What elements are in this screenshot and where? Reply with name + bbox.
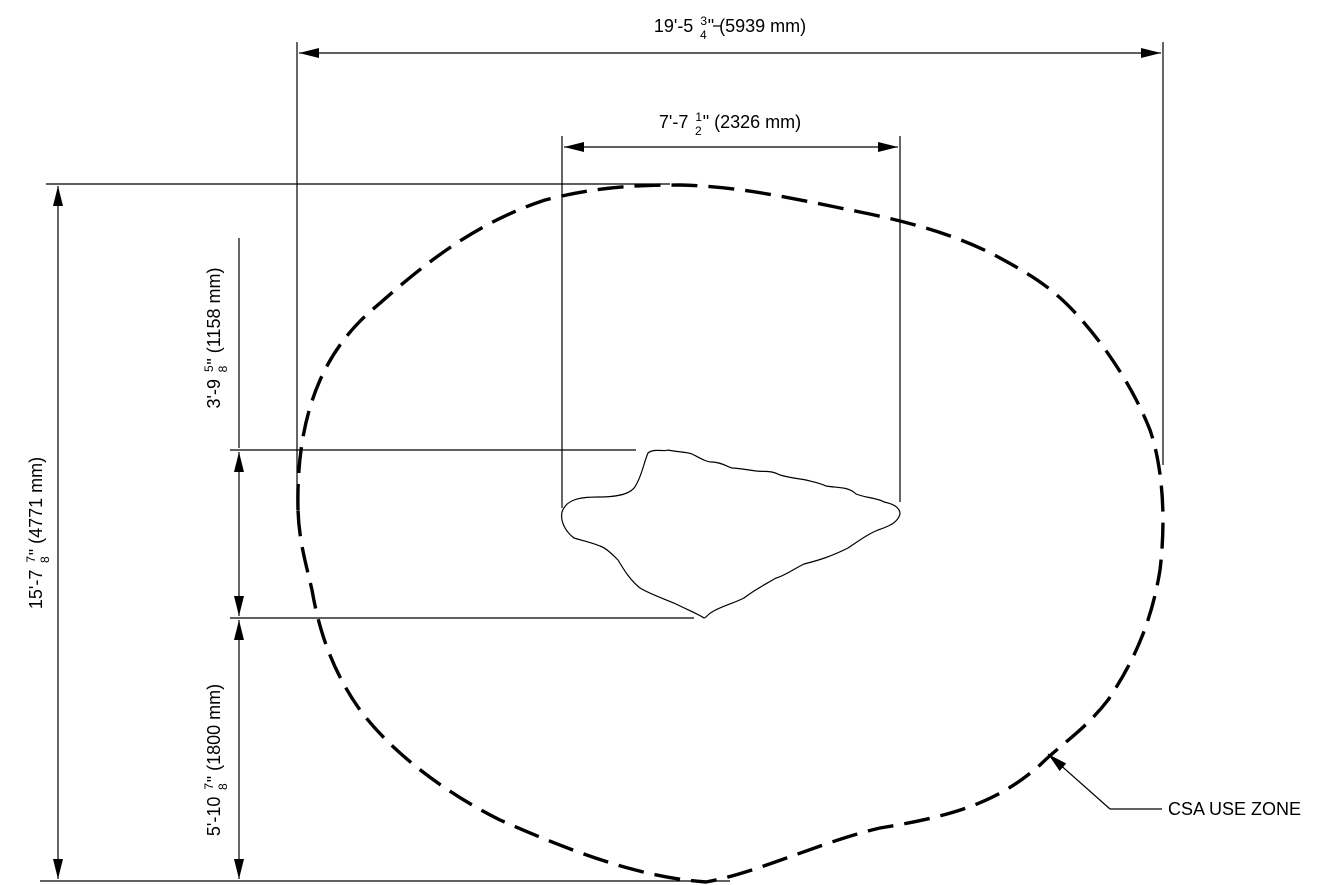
overall-height-dimension: 15'-7 78" (4771 mm)	[24, 183, 730, 882]
footprint-outline	[561, 449, 901, 619]
callout-leader-line	[1047, 753, 1111, 810]
inner-width-dimension: 7'-7 1 2" (2326 mm)	[561, 110, 901, 508]
inner-width-label: 7'-7 1 2" (2326 mm)	[659, 110, 801, 138]
lower-height-dimension: 5'-10 78" (1800 mm)	[202, 620, 244, 879]
upper-height-dimension: 3'-9 58" (1158 mm)	[202, 238, 636, 451]
upper-height-label: 3'-9 58" (1158 mm)	[202, 268, 230, 409]
overall-width-dimension: 19'-5 3 4" (5939 mm)	[296, 14, 1164, 498]
middle-height-dimension	[230, 452, 694, 619]
csa-use-zone-outline	[296, 183, 1165, 884]
overall-height-label: 15'-7 78" (4771 mm)	[24, 457, 52, 609]
csa-use-zone-label: CSA USE ZONE	[1168, 799, 1301, 819]
overall-width-label: 19'-5 3 4" (5939 mm)	[654, 14, 806, 42]
lower-height-label: 5'-10 78" (1800 mm)	[202, 684, 230, 836]
csa-use-zone-callout: CSA USE ZONE	[1047, 753, 1301, 819]
